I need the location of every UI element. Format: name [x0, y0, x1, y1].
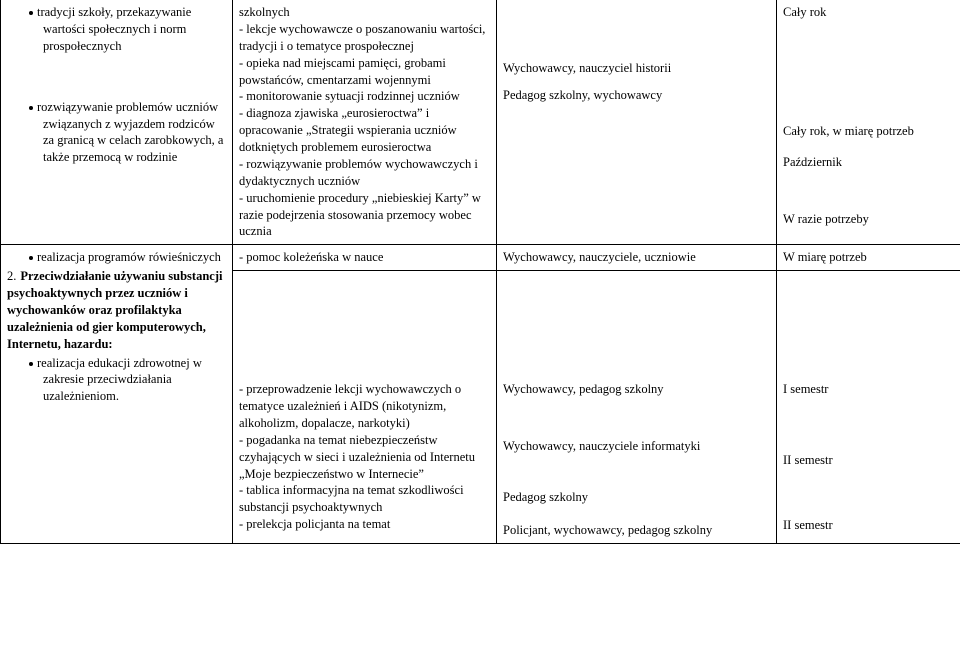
responsible-text: Wychowawcy, nauczyciele informatyki: [503, 438, 770, 455]
bullet-list: tradycji szkoły, przekazywanie wartości …: [7, 4, 226, 166]
cell-timeline: I semestr II semestr II semestr: [777, 271, 960, 544]
timeline-text: II semestr: [783, 517, 954, 534]
section-number: 2.: [7, 269, 20, 283]
cell-responsible: Wychowawcy, nauczyciele, uczniowie: [497, 245, 777, 271]
responsible-text: Pedagog szkolny, wychowawcy: [503, 87, 770, 104]
responsible-text: Policjant, wychowawcy, pedagog szkolny: [503, 522, 770, 539]
timeline-text: W miarę potrzeb: [783, 249, 954, 266]
cell-tasks: tradycji szkoły, przekazywanie wartości …: [1, 0, 233, 245]
cell-responsible: Wychowawcy, nauczyciel historii Pedagog …: [497, 0, 777, 245]
list-item: realizacja edukacji zdrowotnej w zakresi…: [43, 355, 226, 406]
bullet-list: realizacja programów rówieśniczych: [7, 249, 226, 266]
timeline-text: W razie potrzeby: [783, 211, 954, 228]
timeline-text: Cały rok, w miarę potrzeb: [783, 123, 954, 140]
table-row: tradycji szkoły, przekazywanie wartości …: [1, 0, 960, 245]
section-title: Przeciwdziałanie używaniu substancji psy…: [7, 269, 222, 351]
cell-responsible: Wychowawcy, pedagog szkolny Wychowawcy, …: [497, 271, 777, 544]
list-item-text: tradycji szkoły, przekazywanie wartości …: [37, 5, 191, 53]
cell-actions: - pomoc koleżeńska w nauce: [233, 245, 497, 271]
responsible-text: Wychowawcy, nauczyciel historii: [503, 60, 770, 77]
cell-actions: szkolnych - lekcje wychowawcze o poszano…: [233, 0, 497, 245]
responsible-text: Wychowawcy, nauczyciele, uczniowie: [503, 249, 770, 266]
timeline-text: Październik: [783, 154, 954, 171]
section-heading: 2.Przeciwdziałanie używaniu substancji p…: [7, 268, 226, 352]
list-item-text: realizacja edukacji zdrowotnej w zakresi…: [37, 356, 202, 404]
responsible-text: Wychowawcy, pedagog szkolny: [503, 275, 770, 398]
list-item: tradycji szkoły, przekazywanie wartości …: [43, 4, 226, 55]
timeline-text: Cały rok: [783, 4, 954, 21]
list-item-text: realizacja programów rówieśniczych: [37, 250, 221, 264]
table-row: realizacja programów rówieśniczych 2.Prz…: [1, 245, 960, 271]
actions-text: - pomoc koleżeńska w nauce: [239, 249, 490, 266]
timeline-text: II semestr: [783, 452, 954, 469]
list-item-text: rozwiązywanie problemów uczniów związany…: [37, 100, 223, 165]
list-item: realizacja programów rówieśniczych: [43, 249, 226, 266]
list-item: rozwiązywanie problemów uczniów związany…: [43, 99, 226, 167]
document-table: tradycji szkoły, przekazywanie wartości …: [0, 0, 960, 544]
cell-actions: - przeprowadzenie lekcji wychowawczych o…: [233, 271, 497, 544]
timeline-text: I semestr: [783, 275, 954, 398]
cell-timeline: Cały rok Cały rok, w miarę potrzeb Paźdz…: [777, 0, 960, 245]
cell-tasks: realizacja programów rówieśniczych 2.Prz…: [1, 245, 233, 543]
responsible-text: Pedagog szkolny: [503, 489, 770, 506]
bullet-list: realizacja edukacji zdrowotnej w zakresi…: [7, 355, 226, 406]
cell-timeline: W miarę potrzeb: [777, 245, 960, 271]
actions-text: - przeprowadzenie lekcji wychowawczych o…: [239, 275, 490, 533]
actions-text: szkolnych - lekcje wychowawcze o poszano…: [239, 4, 490, 240]
